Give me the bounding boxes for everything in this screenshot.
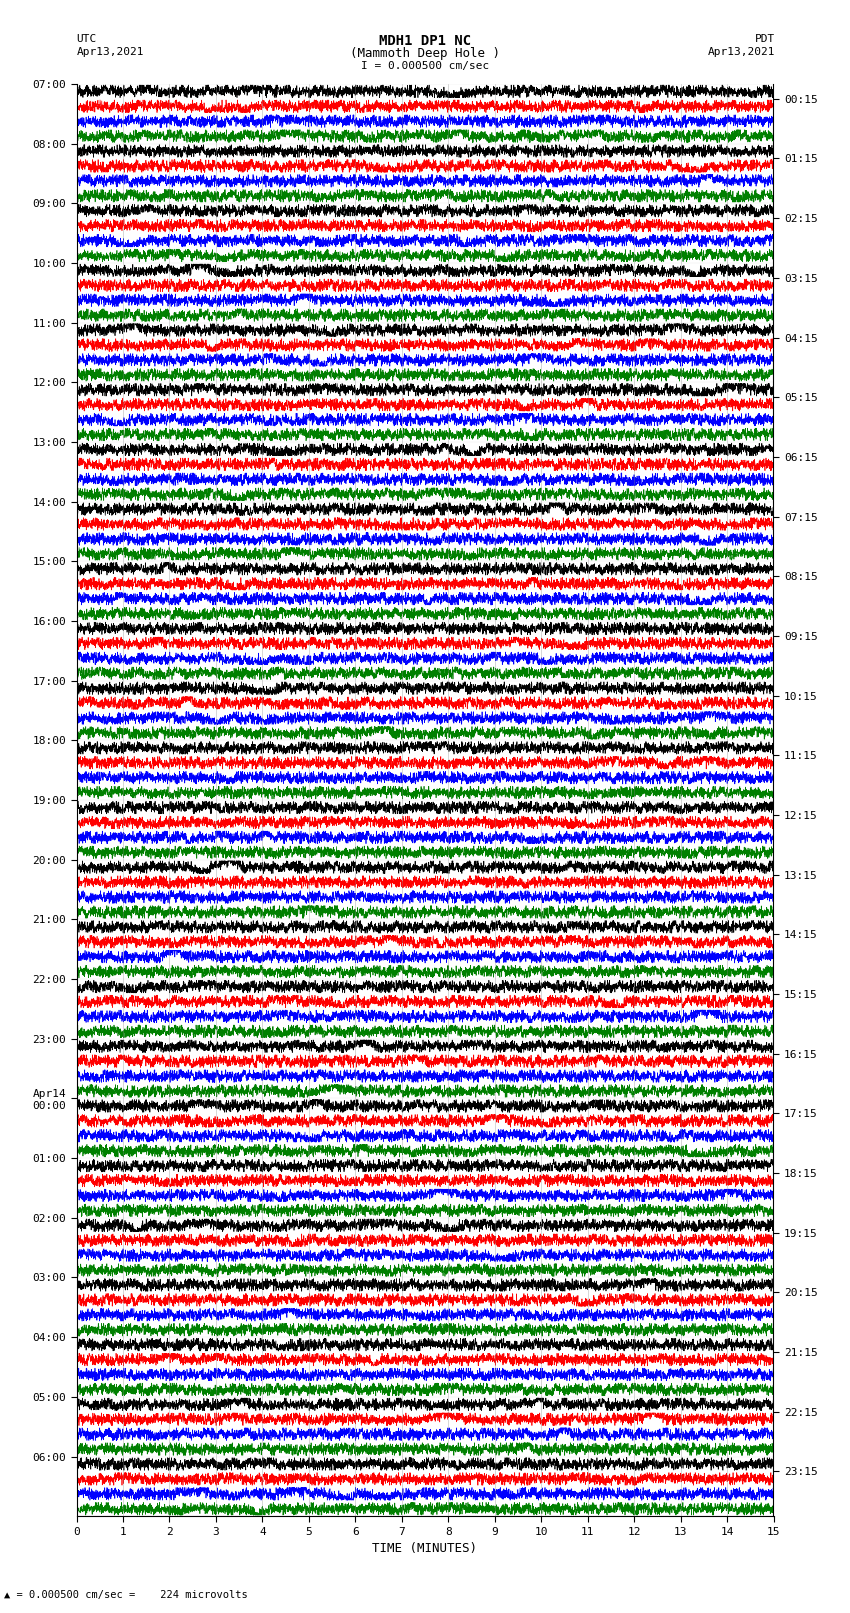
Text: MDH1 DP1 NC: MDH1 DP1 NC	[379, 34, 471, 48]
Text: (Mammoth Deep Hole ): (Mammoth Deep Hole )	[350, 47, 500, 60]
Text: Apr13,2021: Apr13,2021	[76, 47, 144, 56]
Text: PDT: PDT	[755, 34, 775, 44]
Text: UTC: UTC	[76, 34, 97, 44]
Text: ▲ = 0.000500 cm/sec =    224 microvolts: ▲ = 0.000500 cm/sec = 224 microvolts	[4, 1590, 248, 1600]
Text: Apr13,2021: Apr13,2021	[708, 47, 775, 56]
X-axis label: TIME (MINUTES): TIME (MINUTES)	[372, 1542, 478, 1555]
Text: I = 0.000500 cm/sec: I = 0.000500 cm/sec	[361, 61, 489, 71]
